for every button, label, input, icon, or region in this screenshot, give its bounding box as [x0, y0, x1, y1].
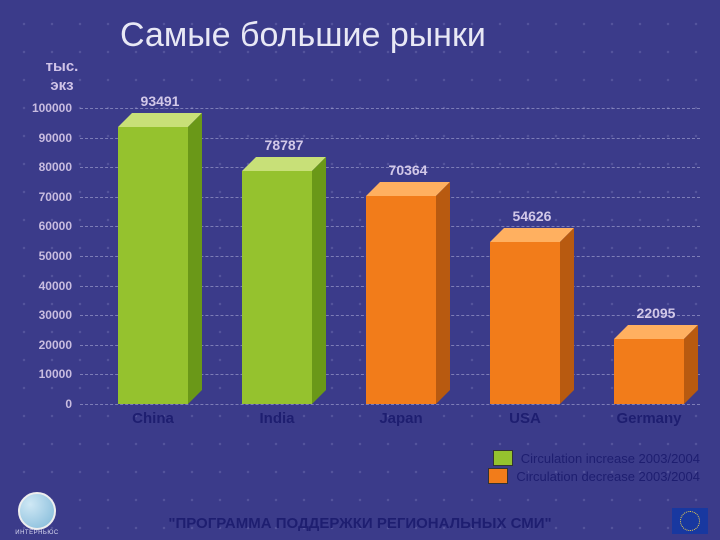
bar-usa: 54626: [490, 242, 560, 404]
bar-value-label: 22095: [606, 305, 706, 321]
x-label-india: India: [222, 410, 332, 427]
bar-front: [118, 127, 188, 404]
y-tick-label: 20000: [12, 338, 72, 352]
x-label-germany: Germany: [594, 410, 704, 427]
legend-label-increase: Circulation increase 2003/2004: [521, 451, 700, 466]
bar-japan: 70364: [366, 196, 436, 404]
y-tick-label: 50000: [12, 249, 72, 263]
y-axis-label-line1: тыс.: [46, 58, 79, 75]
bar-side: [312, 157, 326, 404]
bar-value-label: 93491: [110, 93, 210, 109]
legend: Circulation increase 2003/2004 Circulati…: [488, 448, 700, 486]
bar-side: [684, 325, 698, 404]
bar-side: [188, 113, 202, 404]
footer-program-title: "ПРОГРАММА ПОДДЕРЖКИ РЕГИОНАЛЬНЫХ СМИ": [0, 515, 720, 532]
bar-side: [436, 182, 450, 404]
bar-front: [490, 242, 560, 404]
gridline: [80, 404, 700, 405]
legend-decrease: Circulation decrease 2003/2004: [488, 468, 700, 484]
bar-front: [366, 196, 436, 404]
bar-front: [242, 171, 312, 404]
legend-swatch-increase: [493, 450, 513, 466]
y-tick-label: 70000: [12, 190, 72, 204]
legend-swatch-decrease: [488, 468, 508, 484]
y-tick-label: 90000: [12, 131, 72, 145]
x-label-usa: USA: [470, 410, 580, 427]
bar-front: [614, 339, 684, 404]
y-axis-label-line2: экз: [50, 77, 73, 94]
y-tick-label: 0: [12, 397, 72, 411]
bar-germany: 22095: [614, 339, 684, 404]
legend-label-decrease: Circulation decrease 2003/2004: [516, 469, 700, 484]
x-label-japan: Japan: [346, 410, 456, 427]
x-axis: ChinaIndiaJapanUSAGermany: [80, 410, 700, 434]
y-tick-label: 30000: [12, 308, 72, 322]
bar-chart: 0100002000030000400005000060000700008000…: [80, 108, 700, 404]
bar-value-label: 70364: [358, 162, 458, 178]
bar-china: 93491: [118, 127, 188, 404]
eu-stars-icon: [680, 511, 700, 531]
y-tick-label: 80000: [12, 160, 72, 174]
x-label-china: China: [98, 410, 208, 427]
bar-value-label: 78787: [234, 137, 334, 153]
y-tick-label: 100000: [12, 101, 72, 115]
chart-title: Самые большие рынки: [120, 16, 486, 55]
bar-india: 78787: [242, 171, 312, 404]
logo-eu-flag: [672, 508, 708, 534]
y-tick-label: 10000: [12, 367, 72, 381]
legend-increase: Circulation increase 2003/2004: [488, 450, 700, 466]
y-tick-label: 40000: [12, 279, 72, 293]
y-axis-label: тыс. экз: [32, 58, 92, 96]
y-tick-label: 60000: [12, 219, 72, 233]
bars-group: 93491 78787 70364 54626 22095: [80, 108, 700, 404]
bar-side: [560, 228, 574, 404]
bar-value-label: 54626: [482, 208, 582, 224]
